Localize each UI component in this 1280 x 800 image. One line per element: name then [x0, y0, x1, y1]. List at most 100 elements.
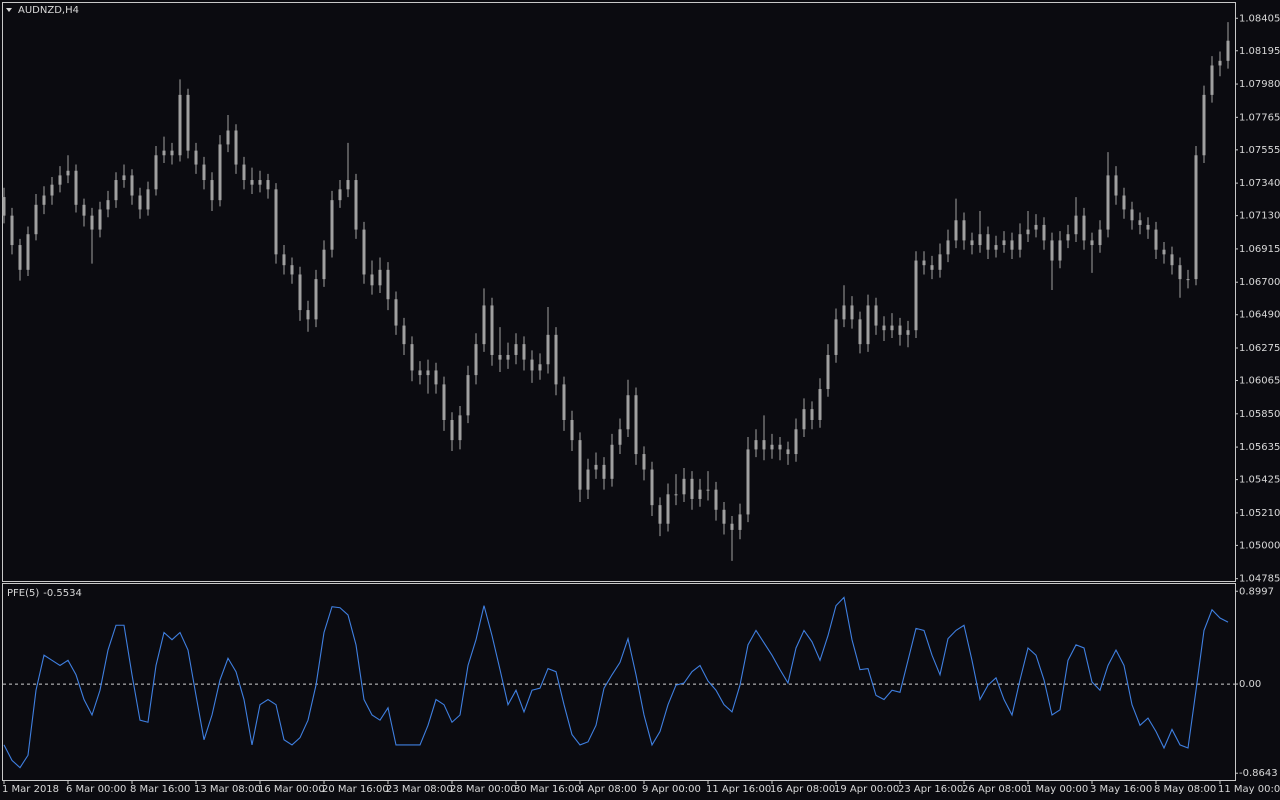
x-tick-label: 20 Mar 16:00: [322, 784, 389, 795]
candle-body: [410, 344, 414, 371]
candle-body: [466, 375, 470, 416]
candle-body: [666, 494, 670, 524]
candle-body: [442, 384, 446, 420]
x-tick-label: 16 Mar 00:00: [258, 784, 325, 795]
candle-body: [994, 245, 998, 250]
candle-body: [962, 220, 966, 241]
candle-body: [2, 197, 6, 216]
candle-body: [338, 189, 342, 201]
candle-body: [970, 240, 974, 246]
candle-body: [930, 265, 934, 270]
candle-body: [250, 180, 254, 185]
candle-body: [346, 180, 350, 190]
candle-body: [202, 164, 206, 181]
candle-body: [114, 180, 118, 201]
candle-body: [1194, 155, 1198, 280]
candle-body: [426, 370, 430, 376]
y-tick-label: 1.05425: [1239, 475, 1280, 486]
candle-body: [778, 444, 782, 450]
indicator-value: -0.5534: [43, 588, 82, 599]
candle-body: [386, 269, 390, 300]
candle-body: [954, 220, 958, 241]
y-tick-label: 1.06915: [1239, 244, 1280, 255]
candle-body: [866, 305, 870, 345]
x-tick-label: 19 Apr 00:00: [834, 784, 899, 795]
x-tick-label: 1 May 00:00: [1026, 784, 1088, 795]
candle-body: [10, 215, 14, 246]
x-tick-label: 8 May 08:00: [1154, 784, 1216, 795]
x-tick-label: 16 Apr 08:00: [770, 784, 835, 795]
y-tick-label: 0.00: [1239, 679, 1261, 690]
candle-body: [898, 325, 902, 335]
candle-body: [242, 164, 246, 181]
x-tick-label: 28 Mar 00:00: [450, 784, 517, 795]
y-tick-label: 1.05635: [1239, 442, 1280, 453]
candle-body: [602, 464, 606, 479]
candle-body: [1058, 240, 1062, 261]
x-tick-label: 9 Apr 00:00: [642, 784, 701, 795]
candle-body: [434, 370, 438, 385]
candle-body: [1218, 60, 1222, 66]
candle-body: [362, 229, 366, 275]
candle-body: [722, 509, 726, 524]
y-tick-label: 1.07980: [1239, 79, 1280, 90]
candle-body: [634, 395, 638, 455]
candle-body: [162, 150, 166, 156]
candle-body: [738, 514, 742, 530]
y-tick-label: 1.05000: [1239, 540, 1280, 551]
candle-body: [914, 260, 918, 331]
candle-body: [570, 419, 574, 441]
candle-body: [290, 265, 294, 275]
candle-body: [1106, 175, 1110, 230]
candle-body: [682, 478, 686, 495]
price-pane-frame: [2, 2, 1236, 582]
candle-body: [458, 415, 462, 441]
candle-body: [698, 489, 702, 499]
candle-body: [98, 209, 102, 230]
candle-body: [650, 469, 654, 506]
candle-body: [1066, 234, 1070, 241]
candle-body: [1010, 240, 1014, 250]
candle-body: [1042, 224, 1046, 241]
candle-body: [154, 155, 158, 190]
x-tick-label: 26 Apr 08:00: [962, 784, 1027, 795]
candle-body: [978, 234, 982, 246]
candle-body: [706, 489, 710, 491]
candle-body: [1178, 265, 1182, 280]
y-tick-label: -0.8643: [1239, 768, 1278, 779]
candle-body: [306, 310, 310, 320]
candle-body: [314, 279, 318, 320]
candle-body: [1146, 224, 1150, 230]
candle-body: [1002, 240, 1006, 246]
symbol-menu-arrow[interactable]: [6, 8, 12, 12]
candle-body: [1082, 215, 1086, 241]
candle-body: [906, 330, 910, 335]
candle-body: [506, 354, 510, 360]
candle-body: [178, 94, 182, 156]
candle-body: [1202, 94, 1206, 156]
x-tick-label: 4 Apr 08:00: [578, 784, 637, 795]
candle-body: [1050, 240, 1054, 261]
candle-body: [1122, 195, 1126, 210]
candle-body: [578, 440, 582, 490]
candle-body: [282, 254, 286, 266]
candle-body: [394, 299, 398, 326]
candle-body: [922, 260, 926, 266]
candle-body: [786, 449, 790, 455]
x-tick-label: 1 Mar 2018: [2, 784, 59, 795]
y-tick-label: 1.05850: [1239, 409, 1280, 420]
candle-body: [842, 305, 846, 320]
candle-body: [498, 354, 502, 360]
candle-body: [474, 344, 478, 376]
y-tick-label: 1.06700: [1239, 277, 1280, 288]
x-tick-label: 13 Mar 08:00: [194, 784, 261, 795]
candle-body: [818, 389, 822, 420]
candle-body: [58, 175, 62, 185]
candle-body: [490, 305, 494, 355]
candle-body: [170, 150, 174, 156]
candle-body: [298, 274, 302, 311]
y-tick-label: 1.07130: [1239, 211, 1280, 222]
candle-body: [826, 354, 830, 390]
